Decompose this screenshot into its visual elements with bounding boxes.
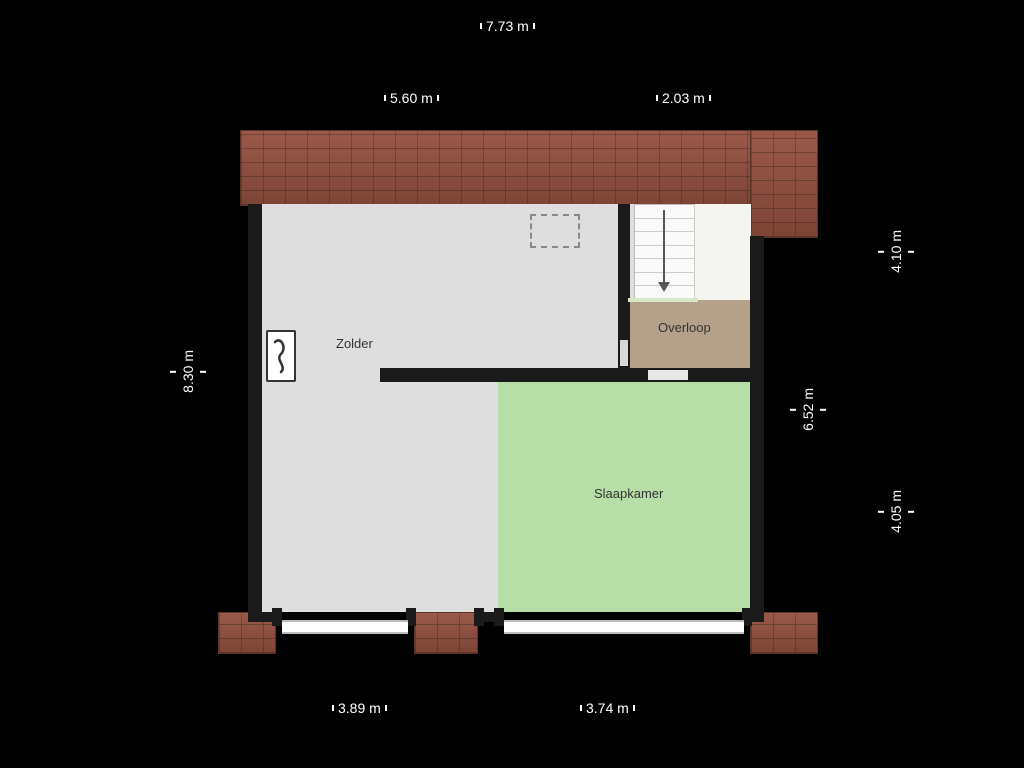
wall-outer-right-upper <box>750 236 764 376</box>
dim-top-right: 2.03 m <box>656 90 711 106</box>
dim-top-total: 7.73 m <box>480 18 535 34</box>
dim-value: 4.05 m <box>884 490 908 533</box>
room-overloop <box>628 300 750 370</box>
dim-right-upper: 4.10 m <box>878 230 914 273</box>
stairs-arrow-head <box>658 282 670 292</box>
dim-value: 2.03 m <box>658 90 709 106</box>
dim-right-mid: 6.52 m <box>790 388 826 431</box>
stairs-arrow-line <box>663 210 665 284</box>
door-slaapkamer <box>648 370 688 380</box>
door-overloop <box>620 340 628 366</box>
dim-bottom-left: 3.89 m <box>332 700 387 716</box>
wall-dormer-stub-1 <box>272 608 282 626</box>
wall-dormer-stub-3 <box>474 608 484 626</box>
stairs-landing <box>694 204 751 300</box>
dim-value: 6.52 m <box>796 388 820 431</box>
label-zolder: Zolder <box>336 336 373 351</box>
roof-bottom-2 <box>414 612 478 654</box>
dim-value: 8.30 m <box>176 350 200 393</box>
overloop-threshold <box>628 298 698 302</box>
wall-interior-h <box>380 368 750 382</box>
wall-outer-left <box>248 204 262 622</box>
window-dormer-right <box>504 620 744 634</box>
roof-top-right <box>750 130 818 238</box>
dim-value: 3.89 m <box>334 700 385 716</box>
wall-interior-stub <box>380 368 394 382</box>
wall-slaapkamer-right <box>750 368 764 622</box>
dim-left-total: 8.30 m <box>170 350 206 393</box>
wall-slaapkamer-top-stub <box>730 368 760 382</box>
label-slaapkamer: Slaapkamer <box>594 486 663 501</box>
roof-top <box>240 130 818 206</box>
wall-dormer-stub-4 <box>494 608 504 626</box>
window-dormer-left <box>282 620 408 634</box>
dim-top-left: 5.60 m <box>384 90 439 106</box>
ceiling-hatch <box>530 214 580 248</box>
dim-bottom-right: 3.74 m <box>580 700 635 716</box>
dim-value: 3.74 m <box>582 700 633 716</box>
dim-value: 4.10 m <box>884 230 908 273</box>
dim-right-lower: 4.05 m <box>878 490 914 533</box>
dim-value: 7.73 m <box>482 18 533 34</box>
dim-value: 5.60 m <box>386 90 437 106</box>
wall-appliance <box>266 330 296 382</box>
label-overloop: Overloop <box>658 320 711 335</box>
